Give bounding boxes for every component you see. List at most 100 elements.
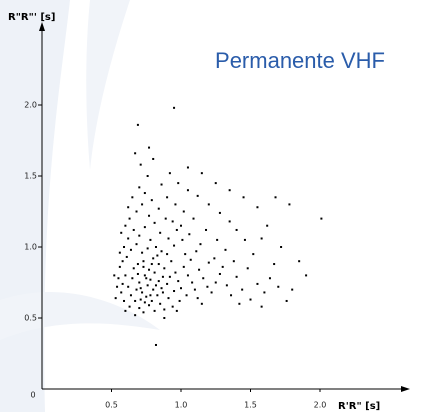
- point: [173, 106, 176, 109]
- point: [207, 261, 210, 264]
- point: [182, 210, 185, 213]
- point: [131, 196, 134, 199]
- point: [273, 263, 276, 266]
- point: [263, 291, 266, 294]
- point: [129, 294, 132, 297]
- point: [142, 311, 145, 314]
- point: [173, 244, 176, 247]
- point: [136, 123, 139, 126]
- point: [163, 308, 166, 311]
- point: [225, 284, 228, 287]
- point: [124, 274, 127, 277]
- point: [174, 271, 177, 274]
- point: [132, 228, 135, 231]
- point: [141, 203, 144, 206]
- point: [123, 299, 126, 302]
- point: [127, 206, 130, 209]
- swoosh: [0, 291, 160, 340]
- background-decoration: [0, 0, 160, 412]
- y-tick-label: 0.5: [24, 314, 37, 323]
- point: [160, 183, 163, 186]
- point: [214, 281, 217, 284]
- point: [128, 217, 131, 220]
- x-tick-label: 0.5: [105, 401, 118, 410]
- point: [159, 231, 162, 234]
- point: [146, 284, 149, 287]
- point: [150, 263, 153, 266]
- point: [196, 194, 199, 197]
- point: [157, 263, 160, 266]
- point: [243, 238, 246, 241]
- point: [228, 220, 231, 223]
- point: [149, 294, 152, 297]
- point: [150, 199, 153, 202]
- point: [148, 214, 151, 217]
- point: [136, 272, 139, 275]
- x-tick-label: 0: [30, 391, 35, 400]
- point: [166, 253, 169, 256]
- point: [266, 224, 269, 227]
- point: [280, 246, 283, 248]
- point: [274, 196, 277, 199]
- point: [180, 224, 182, 227]
- point: [146, 247, 149, 250]
- point: [191, 281, 194, 284]
- point: [141, 291, 144, 294]
- point: [138, 186, 141, 189]
- point: [200, 172, 203, 175]
- point: [121, 282, 124, 285]
- x-axis-arrow: [401, 386, 410, 392]
- point: [148, 268, 151, 271]
- point: [202, 277, 205, 280]
- y-tick-label: 1.5: [24, 172, 37, 181]
- point: [164, 217, 167, 220]
- point: [149, 278, 152, 281]
- point: [196, 297, 199, 300]
- point: [116, 285, 119, 288]
- point: [114, 297, 117, 300]
- chart-title: Permanente VHF: [215, 48, 385, 73]
- point: [139, 287, 142, 290]
- point: [152, 288, 155, 291]
- point: [161, 275, 164, 278]
- point: [171, 220, 174, 223]
- swoosh: [0, 0, 70, 412]
- point: [129, 248, 132, 251]
- point: [118, 265, 121, 268]
- point: [154, 246, 157, 248]
- point: [163, 267, 166, 270]
- point: [141, 251, 144, 254]
- point: [139, 163, 142, 166]
- point: [149, 238, 152, 241]
- point: [121, 260, 124, 263]
- point: [143, 226, 146, 229]
- point: [117, 277, 120, 280]
- point: [127, 285, 130, 288]
- point: [152, 157, 155, 160]
- point: [134, 299, 137, 302]
- point: [160, 287, 163, 290]
- point: [232, 260, 235, 263]
- point: [134, 152, 137, 155]
- point: [142, 265, 145, 268]
- point: [213, 257, 216, 260]
- point: [146, 175, 149, 177]
- point: [143, 274, 146, 277]
- point: [145, 277, 148, 280]
- point: [171, 305, 174, 308]
- point: [174, 203, 177, 206]
- point: [128, 305, 131, 308]
- point: [260, 305, 263, 308]
- point: [124, 309, 127, 312]
- swoosh: [86, 0, 130, 170]
- point: [135, 210, 138, 213]
- point: [135, 243, 138, 246]
- point: [138, 234, 141, 237]
- point: [235, 228, 238, 231]
- point: [153, 271, 156, 274]
- point: [199, 243, 202, 246]
- x-axis-label: R'R" [s]: [338, 401, 380, 412]
- point: [160, 250, 163, 253]
- point: [214, 182, 217, 185]
